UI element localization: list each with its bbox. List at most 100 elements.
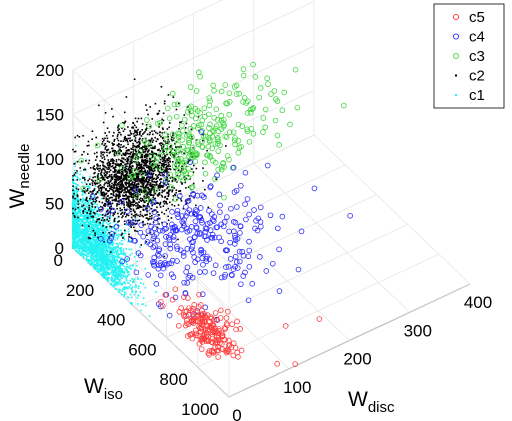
point-c2 (96, 151, 98, 154)
point-c1 (122, 232, 125, 235)
point-c1 (103, 263, 106, 266)
point-c1 (101, 243, 103, 246)
point-c1 (86, 231, 89, 234)
point-c1 (74, 230, 77, 233)
point-c1 (76, 232, 79, 235)
point-c2 (166, 172, 168, 174)
point-c1 (117, 281, 120, 284)
point-c2 (122, 169, 125, 172)
point-c1 (117, 229, 120, 232)
point-c2 (143, 196, 146, 198)
point-c2 (103, 151, 106, 154)
point-c2 (187, 174, 190, 177)
point-c2 (127, 195, 130, 198)
point-c1 (73, 225, 76, 228)
point-c2 (175, 189, 178, 192)
point-c2 (94, 232, 96, 235)
point-c3 (151, 164, 158, 171)
point-c2 (158, 217, 161, 220)
point-c2 (145, 124, 148, 126)
point-c2 (133, 190, 136, 192)
point-c2 (110, 205, 113, 207)
point-c2 (141, 146, 143, 149)
point-c2 (120, 177, 123, 179)
point-c1 (105, 261, 108, 264)
point-c1 (112, 251, 114, 254)
point-c2 (156, 206, 158, 209)
point-c2 (145, 162, 148, 165)
point-c2 (136, 141, 138, 144)
point-c1 (72, 193, 75, 196)
point-c2 (105, 210, 108, 213)
point-c1 (77, 222, 79, 225)
point-c1 (93, 230, 96, 233)
point-c2 (179, 171, 182, 173)
point-c1 (114, 224, 116, 227)
point-c2 (148, 177, 151, 179)
point-c1 (92, 234, 94, 236)
point-c3 (281, 89, 288, 96)
point-c2 (128, 164, 131, 167)
point-c1 (75, 244, 77, 247)
point-c1 (106, 234, 109, 236)
point-c2 (88, 204, 90, 207)
point-c1 (120, 252, 123, 254)
point-c2 (171, 148, 174, 150)
point-c1 (136, 260, 139, 263)
point-c1 (95, 254, 98, 256)
point-c2 (137, 128, 139, 131)
point-c2 (162, 149, 164, 151)
point-c2 (160, 142, 163, 144)
point-c1 (90, 213, 93, 215)
point-c1 (114, 231, 116, 234)
point-c1 (83, 222, 86, 225)
point-c2 (120, 162, 122, 165)
point-c2 (127, 191, 130, 194)
point-c1 (121, 282, 124, 285)
point-c2 (127, 126, 129, 128)
point-c2 (127, 167, 130, 170)
point-c1 (75, 185, 78, 188)
point-c1 (95, 241, 97, 243)
point-c2 (132, 184, 134, 186)
point-c1 (98, 235, 100, 238)
point-c1 (86, 233, 89, 235)
point-c1 (90, 231, 92, 233)
point-c1 (74, 210, 77, 212)
point-c2 (144, 147, 147, 149)
point-c2 (110, 185, 113, 187)
point-c3 (153, 158, 159, 165)
point-c1 (72, 199, 74, 202)
point-c2 (130, 226, 133, 229)
point-c1 (112, 263, 114, 266)
point-c2 (144, 205, 146, 207)
point-c2 (138, 167, 140, 170)
point-c1 (82, 191, 84, 194)
point-c1 (114, 268, 116, 271)
point-c2 (132, 181, 134, 183)
point-c1 (101, 262, 103, 265)
point-c2 (163, 202, 166, 205)
point-c1 (135, 290, 138, 292)
point-c1 (114, 236, 116, 238)
point-c2 (110, 208, 113, 210)
point-c1 (107, 235, 110, 238)
point-c2 (91, 138, 93, 140)
point-c1 (93, 256, 96, 258)
point-c1 (98, 250, 101, 253)
point-c1 (102, 267, 105, 270)
point-c2 (117, 178, 120, 180)
point-c2 (131, 161, 134, 164)
point-c2 (87, 236, 90, 239)
point-c2 (74, 172, 77, 174)
point-c2 (124, 166, 126, 169)
point-c1 (74, 220, 76, 223)
point-c2 (120, 233, 123, 236)
point-c2 (156, 164, 159, 167)
point-c2 (82, 212, 85, 214)
point-c1 (78, 215, 81, 218)
point-c1 (113, 281, 116, 283)
point-c1 (90, 247, 92, 250)
point-c1 (106, 254, 109, 257)
point-c2 (139, 164, 142, 166)
